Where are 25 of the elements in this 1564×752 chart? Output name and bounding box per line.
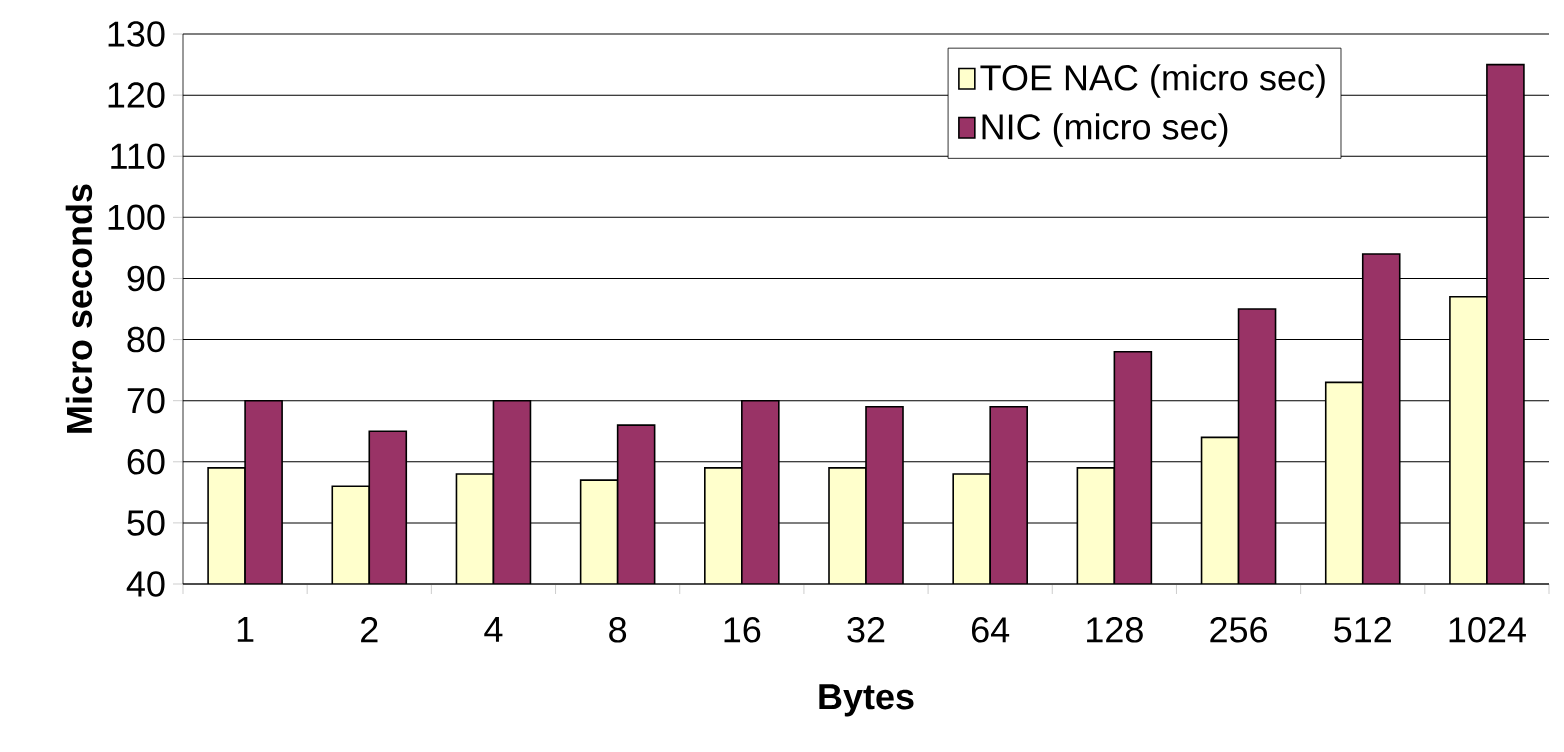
x-axis-title: Bytes (819, 684, 914, 717)
x-tick-label: 1 (237, 617, 254, 642)
x-tick-label: 512 (1334, 617, 1391, 643)
y-axis-title: Micro seconds (65, 184, 93, 433)
y-tick-label: 110 (111, 143, 165, 169)
x-tick-label: 32 (847, 617, 885, 643)
x-tick-label: 64 (971, 617, 1010, 643)
legend-label: NIC (micro sec) (982, 113, 1228, 147)
y-tick-label: 80 (127, 326, 165, 353)
x-tick-label: 4 (484, 617, 503, 642)
y-tick-label: 50 (127, 510, 165, 536)
x-tick-label: 128 (1087, 617, 1143, 643)
x-tick-label: 16 (724, 617, 761, 643)
legend-label: TOE NAC (micro sec) (980, 64, 1325, 98)
y-tick-label: 100 (108, 204, 165, 231)
y-tick-label: 90 (127, 265, 165, 292)
y-tick-label: 70 (127, 387, 165, 414)
y-tick-label: 130 (108, 21, 165, 47)
y-tick-label: 60 (127, 449, 165, 475)
y-tick-label: 120 (108, 82, 165, 108)
x-tick-label: 2 (361, 617, 378, 643)
y-tick-label: 40 (126, 571, 165, 597)
x-tick-label: 8 (609, 617, 627, 643)
x-tick-label: 1024 (1449, 617, 1526, 643)
x-tick-label: 256 (1210, 617, 1267, 643)
